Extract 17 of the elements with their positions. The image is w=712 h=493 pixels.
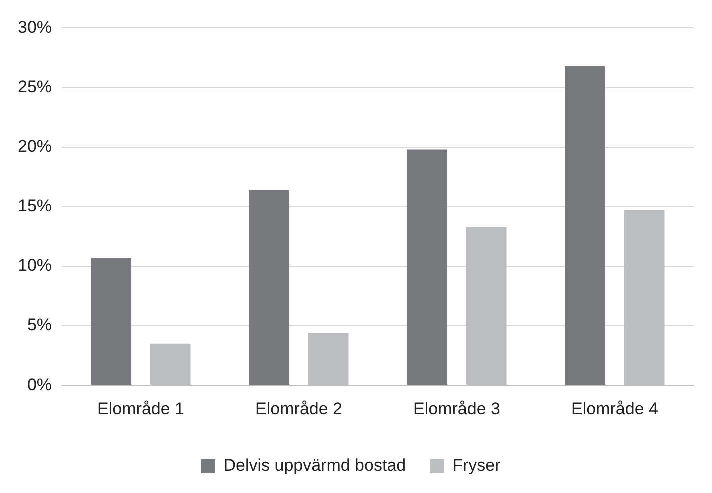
y-tick-label: 20% — [18, 137, 52, 156]
bar — [565, 66, 606, 386]
x-tick-label: Elområde 1 — [98, 399, 184, 418]
y-tick-label: 15% — [18, 196, 52, 216]
legend-label: Delvis uppvärmd bostad — [224, 456, 406, 476]
y-tick-label: 0% — [27, 375, 52, 394]
bar — [249, 190, 290, 386]
legend-label: Fryser — [452, 456, 502, 476]
y-tick-label: 30% — [18, 18, 52, 37]
x-tick-label: Elområde 3 — [414, 399, 500, 418]
y-tick-label: 25% — [18, 77, 52, 96]
bar — [91, 258, 132, 386]
bar — [407, 150, 448, 386]
y-tick-label: 10% — [18, 256, 52, 276]
x-tick-label: Elområde 2 — [256, 399, 342, 418]
y-tick-label: 5% — [27, 316, 52, 335]
x-tick-label: Elområde 4 — [572, 399, 658, 418]
